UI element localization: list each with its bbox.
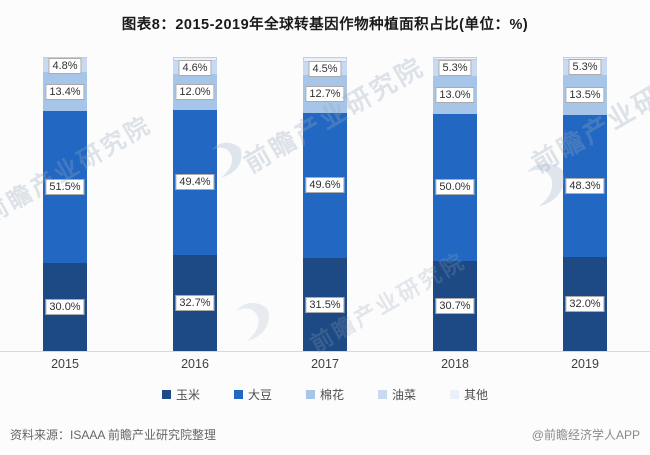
bars-container: 4.8% 13.4% 51.5% 30.0% 4.6% 12.0% 49.4% 32.7% 4.… — [0, 57, 650, 351]
segment-label-corn: 31.5% — [305, 296, 345, 313]
legend-swatch-canola — [378, 390, 387, 399]
legend-label-canola: 油菜 — [392, 388, 417, 402]
segment-label-canola: 4.8% — [48, 58, 82, 74]
stacked-bar-2017: 4.5% 12.7% 49.6% 31.5% — [303, 57, 347, 351]
bar-segment-other — [43, 57, 87, 58]
segment-label-corn: 30.0% — [45, 298, 85, 315]
segment-label-soybean: 51.5% — [45, 179, 85, 196]
credit-note: @前瞻经济学人APP — [531, 428, 640, 442]
source-note: 资料来源：ISAAA 前瞻产业研究院整理 — [10, 428, 217, 442]
segment-label-canola: 4.5% — [308, 60, 342, 77]
segment-label-canola: 5.3% — [568, 59, 602, 76]
segment-label-soybean: 49.6% — [305, 177, 345, 194]
stacked-bar-2019: 5.3% 13.5% 48.3% 32.0% — [563, 57, 607, 351]
bar-slot-2019: 5.3% 13.5% 48.3% 32.0% — [520, 57, 650, 351]
segment-label-soybean: 49.4% — [175, 174, 215, 191]
bar-segment-other — [173, 57, 217, 61]
legend-swatch-soybean — [233, 390, 243, 399]
segment-label-soybean: 48.3% — [565, 177, 605, 194]
segment-label-cotton: 13.4% — [45, 83, 85, 100]
legend-item-canola: 油菜 — [378, 386, 416, 403]
stacked-bar-2016: 4.6% 12.0% 49.4% 32.7% — [173, 57, 217, 351]
legend-swatch-corn — [161, 390, 171, 399]
segment-label-cotton: 13.5% — [565, 87, 605, 104]
bar-slot-2016: 4.6% 12.0% 49.4% 32.7% — [130, 57, 260, 351]
segment-label-canola: 4.6% — [178, 59, 212, 76]
bar-segment-other — [303, 57, 347, 62]
legend-swatch-other — [450, 390, 460, 399]
bar-segment-other — [433, 57, 477, 60]
legend-item-soybean: 大豆 — [233, 386, 272, 403]
segment-label-corn: 30.7% — [435, 297, 475, 314]
segment-label-cotton: 13.0% — [435, 86, 475, 103]
x-axis-label-2019: 2019 — [571, 357, 599, 371]
legend-swatch-cotton — [305, 390, 315, 399]
legend-item-corn: 玉米 — [161, 386, 200, 403]
bar-slot-2015: 4.8% 13.4% 51.5% 30.0% — [0, 57, 130, 351]
x-axis-label-2016: 2016 — [181, 357, 209, 371]
stacked-bar-chart: 4.8% 13.4% 51.5% 30.0% 4.6% 12.0% 49.4% 32.7% 4.… — [0, 57, 650, 352]
stacked-bar-2015: 4.8% 13.4% 51.5% 30.0% — [43, 57, 87, 351]
legend-label-other: 其他 — [464, 388, 489, 402]
bar-segment-other — [563, 57, 607, 60]
x-axis-label-2017: 2017 — [311, 357, 339, 371]
x-axis: 2015 2016 2017 2018 2019 — [0, 357, 650, 371]
segment-label-soybean: 50.0% — [435, 179, 475, 196]
x-axis-label-2018: 2018 — [441, 357, 469, 371]
footer: 资料来源：ISAAA 前瞻产业研究院整理 @前瞻经济学人APP — [10, 426, 640, 443]
bar-slot-2018: 5.3% 13.0% 50.0% 30.7% — [390, 57, 520, 351]
segment-label-corn: 32.0% — [565, 295, 605, 312]
segment-label-corn: 32.7% — [175, 294, 215, 311]
segment-label-cotton: 12.0% — [175, 83, 215, 100]
segment-label-cotton: 12.7% — [305, 85, 345, 102]
stacked-bar-2018: 5.3% 13.0% 50.0% 30.7% — [433, 57, 477, 351]
x-axis-label-2015: 2015 — [51, 357, 79, 371]
chart-legend: 玉米 大豆 棉花 油菜 其他 — [0, 386, 650, 403]
legend-label-soybean: 大豆 — [247, 388, 272, 402]
chart-title: 图表8：2015-2019年全球转基因作物种植面积占比(单位：%) — [121, 17, 529, 33]
segment-label-canola: 5.3% — [438, 59, 472, 76]
legend-item-cotton: 棉花 — [305, 386, 344, 403]
bar-slot-2017: 4.5% 12.7% 49.6% 31.5% — [260, 57, 390, 351]
legend-label-corn: 玉米 — [175, 388, 200, 402]
legend-item-other: 其他 — [450, 386, 488, 403]
legend-label-cotton: 棉花 — [319, 388, 344, 402]
